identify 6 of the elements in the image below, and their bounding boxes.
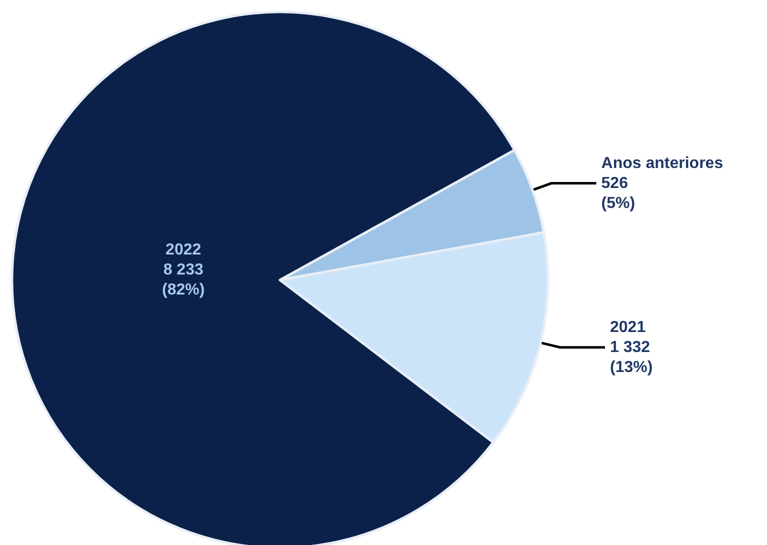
data-label: 1 332 (13%) bbox=[610, 338, 653, 376]
slice-label: Anos anteriores bbox=[601, 154, 724, 172]
data-label: 8 233 (82%) bbox=[162, 262, 205, 299]
slice-label: 2021 bbox=[610, 318, 646, 336]
data-label: 526 (5%) bbox=[601, 174, 636, 212]
slice-label: 2022 bbox=[166, 242, 202, 259]
